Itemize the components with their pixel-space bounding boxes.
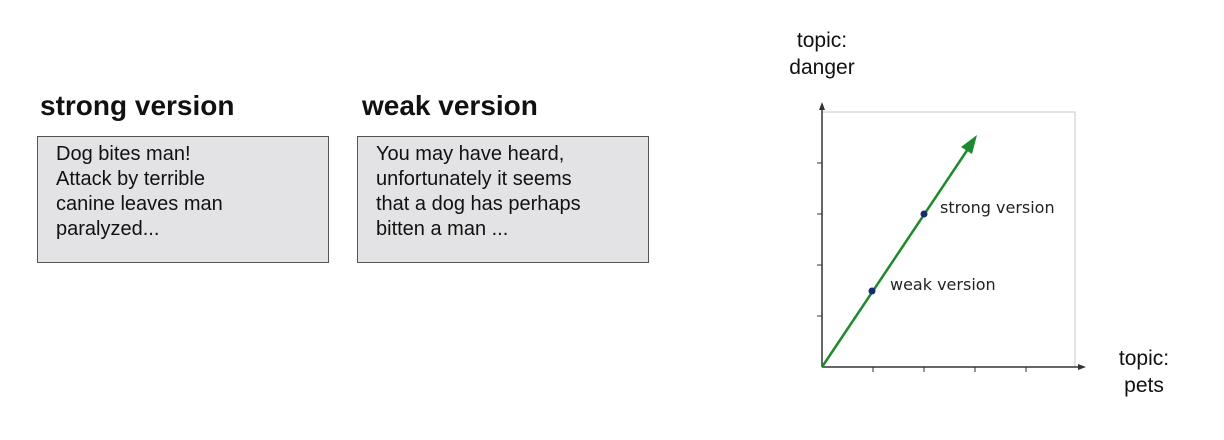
strong-version-point	[920, 210, 928, 218]
text-line: Attack by terrible	[56, 168, 205, 190]
text-line: canine leaves man	[56, 193, 223, 215]
x-axis-title: topic: pets	[1098, 345, 1190, 399]
plot-frame	[821, 111, 1076, 368]
strong-version-point-label: strong version	[940, 198, 1055, 217]
text-line: Dog bites man!	[56, 143, 191, 165]
x-axis-title-line: pets	[1124, 374, 1164, 397]
y-ticks	[817, 162, 822, 317]
weak-version-box: You may have heard, unfortunately it see…	[357, 136, 649, 263]
text-line: paralyzed...	[56, 218, 160, 240]
strong-version-heading: strong version	[40, 90, 235, 121]
text-line: that a dog has perhaps	[376, 193, 581, 215]
text-line: unfortunately it seems	[376, 168, 572, 190]
weak-version-point	[868, 287, 876, 295]
text-line: You may have heard,	[376, 143, 565, 165]
direction-vector-arrowhead	[961, 135, 977, 154]
y-axis-title-line: topic:	[796, 29, 848, 52]
y-axis-title-line: danger	[789, 56, 855, 79]
y-axis-title: topic: danger	[770, 27, 874, 81]
strong-version-box: Dog bites man! Attack by terrible canine…	[37, 136, 329, 263]
x-axis-title-line: topic:	[1118, 347, 1170, 370]
weak-version-heading: weak version	[362, 90, 538, 121]
weak-version-point-label: weak version	[890, 275, 996, 294]
x-ticks	[872, 367, 1027, 372]
text-line: bitten a man ...	[376, 218, 509, 240]
direction-vector	[820, 145, 972, 368]
